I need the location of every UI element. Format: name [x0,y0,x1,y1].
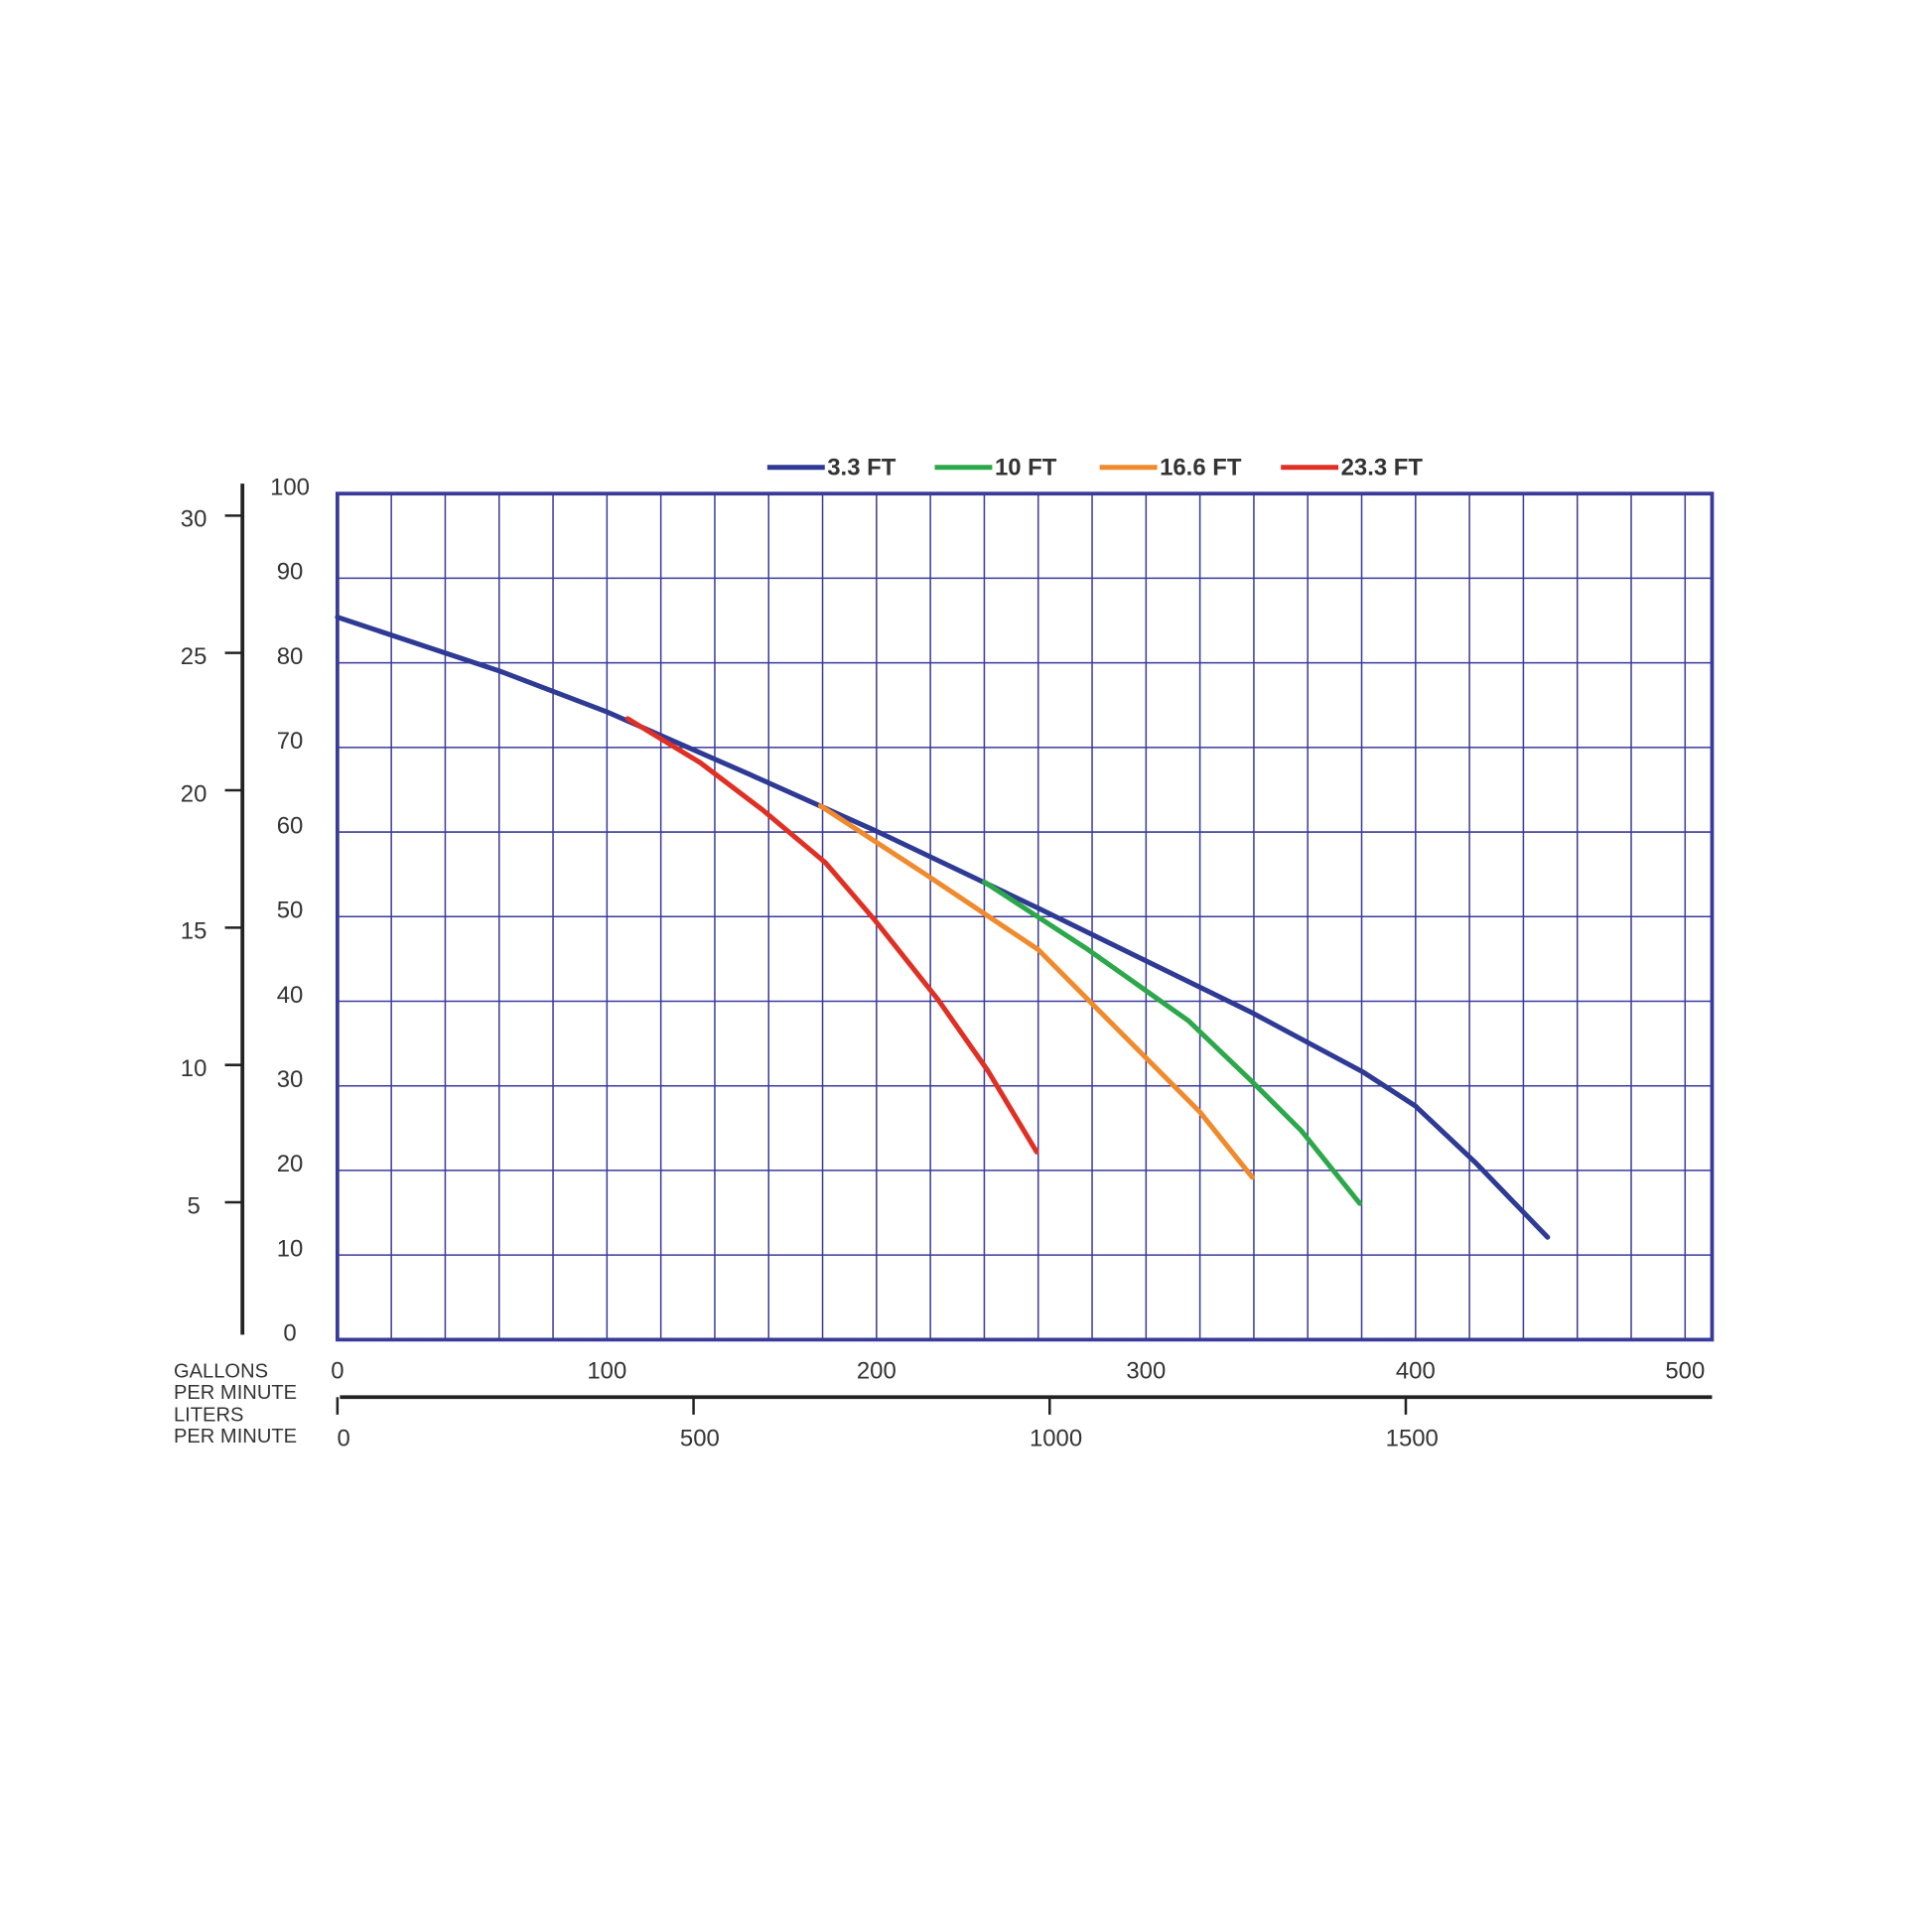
legend-label: 10 FT [995,454,1057,481]
legend-label: 3.3 FT [827,454,896,481]
y-tick-label: 30 [277,1066,304,1093]
x-tick-label: 100 [587,1357,626,1384]
x2-tick-label: 1500 [1386,1425,1439,1451]
x2-tick-label: 500 [680,1425,720,1451]
y-tick-label: 10 [277,1235,304,1262]
plot-frame [335,491,1715,1342]
data-line [817,803,1255,1180]
y-tick-label: 90 [277,559,304,586]
x-tick-label: 0 [331,1357,344,1384]
y-tick-label: 70 [277,728,304,755]
x2-tick-label: 1000 [1030,1425,1082,1451]
y-tick-label: 100 [270,474,310,500]
y2-tick-label: 10 [181,1055,207,1082]
y2-tick-label: 25 [181,643,207,670]
legend-label: 23.3 FT [1341,454,1424,481]
x-tick-label: 400 [1396,1357,1436,1384]
data-line [624,716,1039,1155]
y-tick-label: 50 [277,897,304,924]
x2-axis-label: LITERS [174,1404,243,1426]
x2-tick-label: 0 [338,1425,350,1451]
x-tick-label: 500 [1665,1357,1705,1384]
y2-tick-label: 20 [181,780,207,807]
y2-tick-label: 5 [187,1192,200,1219]
y-tick-label: 0 [283,1320,296,1347]
x-tick-label: 200 [857,1357,897,1384]
legend-label: 16.6 FT [1160,454,1242,481]
x-axis-label: PER MINUTE [174,1382,297,1404]
x-tick-label: 300 [1126,1357,1166,1384]
y-tick-label: 20 [277,1151,304,1177]
x2-axis-label: PER MINUTE [174,1426,297,1448]
y-tick-label: 60 [277,812,304,839]
y-tick-label: 80 [277,643,304,670]
y2-tick-label: 15 [181,918,207,945]
y2-tick-label: 30 [181,506,207,533]
data-line [981,879,1363,1206]
data-line [335,615,1551,1240]
x-axis-label: GALLONS [174,1360,268,1382]
y-tick-label: 40 [277,982,304,1009]
